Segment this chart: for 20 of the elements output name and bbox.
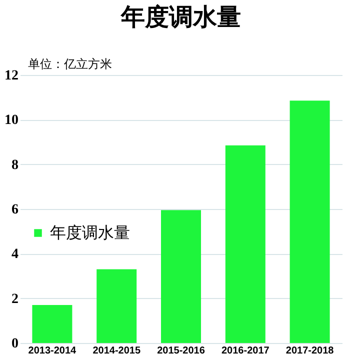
x-tick-label: 2016-2017 <box>221 346 270 356</box>
text: 单位：亿立方米 <box>28 57 112 71</box>
bar <box>32 305 72 343</box>
x-tick-label: 2013-2014 <box>28 346 77 356</box>
x-tick-label: 2014-2015 <box>92 346 141 356</box>
bar <box>290 100 330 343</box>
y-tick-label: 10 <box>4 113 18 128</box>
y-tick-label: 12 <box>4 68 18 84</box>
x-tick-label: 2015-2016 <box>157 346 206 356</box>
bar <box>225 145 266 343</box>
legend-label: 年度调水量 <box>50 224 130 242</box>
chart-title: 年度调水量 <box>120 4 241 31</box>
bar <box>96 269 137 343</box>
y-tick-label: 6 <box>12 202 18 218</box>
y-tick-label: 2 <box>12 292 18 307</box>
y-tick-label: 4 <box>12 247 18 262</box>
y-tick-label: 8 <box>12 158 18 173</box>
y-tick-label: 0 <box>12 336 18 352</box>
x-tick-label: 2017-2018 <box>286 346 334 356</box>
bar <box>161 210 201 343</box>
